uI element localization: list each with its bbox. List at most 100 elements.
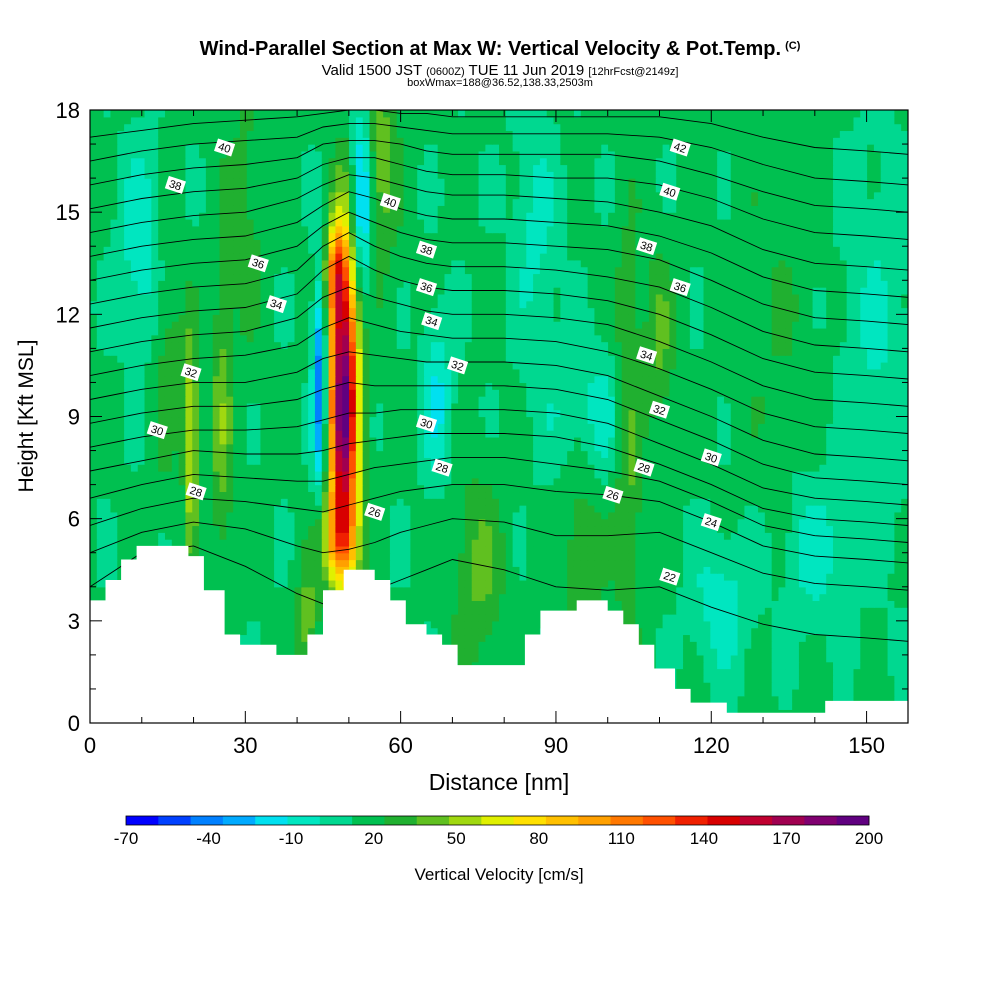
velocity-cell bbox=[737, 634, 745, 642]
velocity-cell bbox=[887, 668, 895, 676]
velocity-cell bbox=[560, 484, 568, 493]
velocity-cell bbox=[526, 552, 534, 561]
velocity-cell bbox=[164, 484, 173, 493]
velocity-cell bbox=[335, 573, 343, 581]
velocity-cell bbox=[587, 579, 596, 588]
velocity-cell bbox=[764, 695, 773, 704]
velocity-cell bbox=[587, 525, 596, 533]
velocity-cell bbox=[301, 641, 309, 649]
velocity-cell bbox=[764, 511, 773, 520]
velocity-cell bbox=[533, 498, 541, 506]
velocity-cell bbox=[335, 477, 343, 486]
velocity-cell bbox=[274, 648, 282, 656]
velocity-cell bbox=[580, 470, 589, 479]
velocity-cell bbox=[662, 641, 671, 649]
velocity-cell bbox=[560, 477, 568, 486]
velocity-cell bbox=[130, 532, 139, 540]
velocity-cell bbox=[458, 450, 466, 458]
velocity-cell bbox=[860, 641, 868, 649]
velocity-cell bbox=[642, 614, 650, 622]
velocity-cell bbox=[648, 559, 657, 567]
velocity-cell bbox=[430, 593, 439, 601]
velocity-cell bbox=[526, 607, 534, 615]
velocity-cell bbox=[396, 436, 405, 445]
velocity-cell bbox=[233, 525, 241, 533]
velocity-cell bbox=[239, 464, 248, 472]
velocity-cell bbox=[594, 457, 602, 465]
velocity-cell bbox=[519, 648, 527, 656]
velocity-cell bbox=[96, 552, 105, 561]
velocity-cell bbox=[826, 484, 834, 493]
velocity-cell bbox=[669, 600, 677, 608]
velocity-cell bbox=[403, 600, 411, 608]
velocity-cell bbox=[628, 532, 636, 540]
velocity-cell bbox=[873, 470, 882, 479]
velocity-cell bbox=[294, 464, 302, 472]
velocity-cell bbox=[621, 593, 630, 601]
velocity-cell bbox=[785, 511, 793, 520]
velocity-cell bbox=[403, 607, 411, 615]
velocity-cell bbox=[573, 511, 582, 520]
velocity-cell bbox=[499, 552, 507, 561]
velocity-cell bbox=[430, 505, 439, 513]
velocity-cell bbox=[812, 443, 820, 452]
velocity-cell bbox=[812, 518, 820, 527]
velocity-cell bbox=[410, 511, 418, 520]
velocity-cell bbox=[314, 600, 323, 608]
velocity-cell bbox=[485, 457, 493, 465]
velocity-cell bbox=[860, 600, 868, 608]
velocity-cell bbox=[260, 545, 268, 554]
velocity-cell bbox=[785, 668, 793, 676]
velocity-cell bbox=[833, 593, 841, 601]
chart-title: Wind-Parallel Section at Max W: Vertical… bbox=[0, 38, 1000, 61]
velocity-cell bbox=[458, 579, 466, 588]
velocity-cell bbox=[471, 457, 480, 465]
velocity-cell bbox=[723, 511, 732, 520]
velocity-cell bbox=[546, 477, 555, 486]
velocity-cell bbox=[860, 661, 868, 670]
velocity-cell bbox=[226, 436, 234, 445]
velocity-cell bbox=[873, 505, 882, 513]
velocity-cell bbox=[764, 614, 773, 622]
velocity-cell bbox=[846, 443, 855, 452]
velocity-cell bbox=[723, 450, 732, 458]
velocity-cell bbox=[744, 648, 752, 656]
velocity-cell bbox=[430, 552, 439, 561]
velocity-cell bbox=[730, 600, 739, 608]
velocity-cell bbox=[280, 491, 289, 499]
velocity-cell bbox=[737, 648, 745, 656]
velocity-cell bbox=[812, 607, 820, 615]
velocity-cell bbox=[710, 552, 718, 561]
velocity-cell bbox=[669, 614, 677, 622]
velocity-cell bbox=[792, 470, 800, 479]
velocity-cell bbox=[96, 525, 105, 533]
velocity-cell bbox=[205, 545, 214, 554]
velocity-cell bbox=[287, 627, 296, 636]
velocity-cell bbox=[853, 573, 861, 581]
velocity-cell bbox=[601, 552, 609, 561]
velocity-cell bbox=[124, 450, 132, 458]
velocity-cell bbox=[403, 586, 411, 595]
velocity-cell bbox=[321, 579, 330, 588]
velocity-cell bbox=[696, 470, 705, 479]
velocity-cell bbox=[792, 552, 800, 561]
velocity-cell bbox=[901, 627, 908, 636]
velocity-cell bbox=[110, 511, 118, 520]
velocity-cell bbox=[819, 566, 827, 574]
velocity-cell bbox=[860, 573, 868, 581]
velocity-cell bbox=[819, 586, 827, 595]
velocity-cell bbox=[785, 450, 793, 458]
velocity-cell bbox=[853, 641, 861, 649]
velocity-cell bbox=[676, 532, 684, 540]
velocity-cell bbox=[737, 525, 745, 533]
velocity-cell bbox=[887, 559, 895, 567]
velocity-cell bbox=[587, 491, 596, 499]
velocity-cell bbox=[287, 559, 296, 567]
velocity-cell bbox=[178, 477, 187, 486]
velocity-cell bbox=[580, 518, 589, 527]
velocity-cell bbox=[621, 498, 630, 506]
velocity-cell bbox=[778, 668, 786, 676]
velocity-cell bbox=[764, 600, 773, 608]
velocity-cell bbox=[192, 464, 200, 472]
velocity-cell bbox=[301, 573, 309, 581]
